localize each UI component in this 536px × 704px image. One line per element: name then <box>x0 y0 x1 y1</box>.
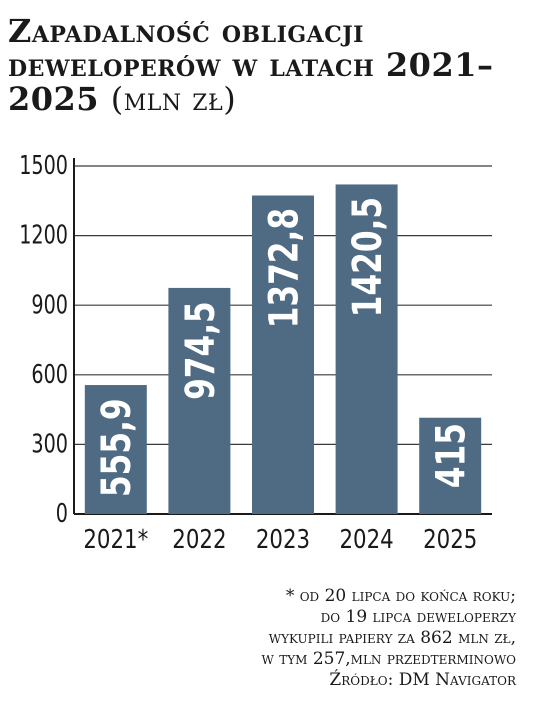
x-tick-label: 2021* <box>83 524 148 555</box>
y-tick-label: 300 <box>31 428 68 459</box>
y-tick-label: 900 <box>31 289 68 320</box>
y-tick-label: 1500 <box>19 150 68 181</box>
footnote-source: Źródło: DM Navigator <box>329 670 516 690</box>
chart-title-main: Zapadalność obligacji deweloperów w lata… <box>8 12 494 118</box>
chart-title-unit: (mln zł) <box>110 80 237 118</box>
footnote-line-2: do 19 lipca deweloperzy <box>320 607 516 627</box>
bar <box>168 287 231 514</box>
x-tick-label: 2025 <box>423 524 477 555</box>
value-label: 1420,5 <box>345 197 391 317</box>
y-tick-label: 600 <box>31 359 68 390</box>
x-tick-label: 2023 <box>256 524 310 555</box>
bar <box>419 417 482 514</box>
footnote-line-1: * od 20 lipca do końca roku; <box>285 586 516 606</box>
chart-title: Zapadalność obligacji deweloperów w lata… <box>8 14 528 116</box>
footnote-line-4: w tym 257,mln przedterminowo <box>261 649 516 669</box>
value-label: 1372,8 <box>262 208 308 328</box>
bar <box>252 195 314 514</box>
bar <box>84 385 147 514</box>
value-label: 415 <box>429 423 475 488</box>
y-tick-label: 1200 <box>19 220 68 251</box>
y-tick-label: 0 <box>56 498 68 529</box>
value-label: 974,5 <box>178 301 224 400</box>
x-tick-label: 2024 <box>339 524 393 555</box>
bar <box>335 184 398 514</box>
footnote: * od 20 lipca do końca roku; do 19 lipca… <box>261 586 516 691</box>
value-label: 555,9 <box>95 398 141 497</box>
footnote-line-3: wykupili papiery za 862 mln zł, <box>268 628 516 648</box>
x-tick-label: 2022 <box>172 524 226 555</box>
